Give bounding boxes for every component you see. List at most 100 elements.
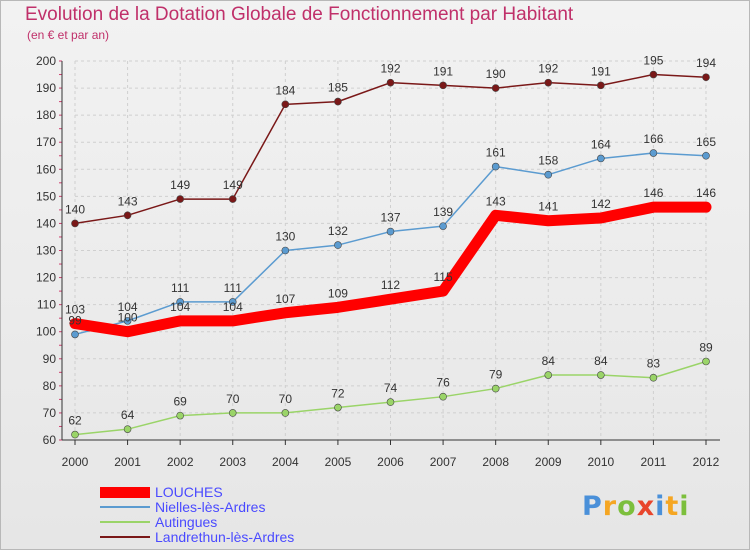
legend-label: Landrethun-lès-Ardres (155, 529, 295, 545)
data-label: 111 (171, 281, 190, 295)
legend-item: Nielles-lès-Ardres (100, 499, 265, 515)
logo-letter: o (617, 491, 637, 522)
data-point (123, 317, 132, 325)
data-label: 112 (381, 278, 400, 292)
data-point (228, 298, 237, 306)
data-point (334, 97, 342, 106)
x-tick-label: 2010 (587, 455, 614, 469)
data-label: 149 (223, 178, 243, 192)
y-tick-label: 150 (36, 189, 56, 203)
data-point (281, 246, 290, 255)
data-label: 149 (170, 178, 190, 192)
y-tick-label: 70 (43, 406, 57, 420)
x-tick-label: 2002 (167, 455, 194, 469)
data-point (439, 222, 447, 230)
y-tick-label: 60 (43, 433, 57, 447)
data-label: 130 (275, 230, 295, 244)
data-point (439, 81, 447, 90)
data-label: 139 (433, 205, 453, 219)
data-label: 192 (380, 62, 400, 76)
data-label: 99 (68, 313, 82, 327)
y-tick-label: 110 (37, 298, 56, 312)
logo-letter: i (679, 491, 690, 522)
data-point (649, 70, 658, 79)
data-point (70, 319, 80, 329)
data-point (543, 216, 553, 226)
data-point (176, 411, 184, 420)
y-tick-label: 130 (36, 244, 56, 258)
data-point (648, 202, 658, 212)
data-point (281, 100, 290, 109)
data-point (702, 151, 710, 160)
y-tick-label: 160 (36, 162, 56, 176)
data-label: 104 (223, 300, 243, 314)
data-point (544, 170, 553, 179)
legend-label: Nielles-lès-Ardres (155, 499, 266, 515)
x-tick-label: 2006 (377, 455, 404, 469)
data-label: 166 (643, 132, 663, 146)
data-point (702, 73, 710, 82)
data-point (228, 316, 238, 326)
data-label: 62 (68, 414, 82, 428)
data-label: 100 (118, 311, 138, 325)
data-point (71, 330, 79, 339)
data-label: 72 (331, 387, 345, 401)
data-label: 140 (65, 202, 85, 216)
y-tick-label: 200 (36, 54, 56, 68)
data-point (386, 227, 395, 236)
data-point (597, 154, 605, 163)
data-label: 104 (118, 300, 138, 314)
data-point (176, 195, 184, 203)
data-point (386, 294, 395, 304)
data-point (438, 286, 448, 296)
data-label: 191 (433, 64, 453, 78)
y-tick-label: 80 (43, 379, 57, 393)
data-point (491, 384, 500, 393)
data-label: 161 (486, 146, 506, 160)
data-point (649, 149, 658, 157)
chart-title: Evolution de la Dotation Globale de Fonc… (25, 4, 574, 25)
x-tick-label: 2011 (641, 455, 667, 469)
data-label: 158 (538, 154, 558, 168)
legend-swatch (100, 506, 150, 508)
y-tick-label: 190 (36, 81, 56, 95)
data-point (334, 403, 342, 412)
data-point (228, 195, 237, 203)
data-point (596, 213, 606, 223)
data-label: 111 (224, 281, 243, 295)
data-point (280, 308, 290, 318)
data-label: 64 (121, 408, 135, 422)
y-tick-label: 100 (36, 325, 56, 339)
x-tick-label: 2005 (325, 455, 352, 469)
data-label: 103 (65, 303, 85, 317)
data-point (491, 210, 501, 220)
logo-letter: r (602, 491, 618, 522)
data-label: 104 (170, 300, 190, 314)
data-label: 143 (118, 194, 138, 208)
data-point (701, 202, 711, 212)
logo-letter: t (665, 491, 680, 522)
data-label: 132 (328, 224, 348, 238)
x-tick-label: 2012 (693, 455, 720, 469)
x-tick-label: 2000 (62, 455, 89, 469)
data-point (386, 78, 395, 87)
data-label: 137 (380, 211, 400, 225)
data-point (702, 357, 710, 366)
data-label: 141 (538, 200, 558, 214)
x-tick-label: 2009 (535, 455, 562, 469)
logo-letter: P (582, 491, 603, 522)
legend-item: Autingues (100, 514, 217, 530)
data-point (176, 298, 184, 306)
data-label: 89 (699, 340, 713, 354)
data-point (597, 371, 605, 379)
data-label: 74 (384, 381, 398, 395)
data-point (386, 398, 395, 406)
x-tick-label: 2003 (219, 455, 246, 469)
data-point (71, 430, 79, 439)
data-label: 164 (591, 137, 611, 151)
y-tick-label: 170 (36, 135, 56, 149)
data-label: 192 (538, 62, 558, 76)
data-label: 70 (226, 392, 240, 406)
